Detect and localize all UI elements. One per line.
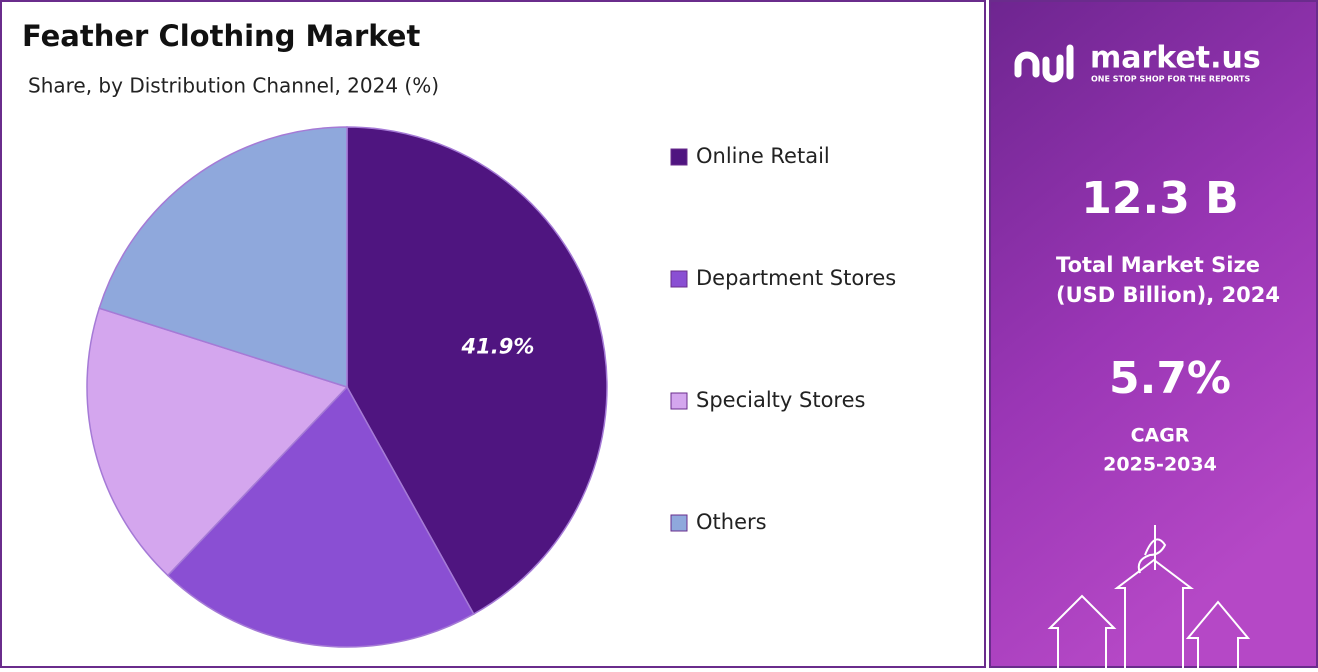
arrow-icon bbox=[1185, 600, 1251, 668]
legend-label: Department Stores bbox=[696, 266, 896, 290]
chart-title: Feather Clothing Market bbox=[22, 19, 420, 53]
market-size: 12.3 B bbox=[1081, 173, 1238, 224]
tagline: ONE STOP SHOP FOR THE REPORTS bbox=[1091, 75, 1250, 84]
cagr-label: 2025-2034 bbox=[1103, 454, 1217, 476]
market-size-label: Total Market Size bbox=[1056, 253, 1260, 277]
legend-swatch bbox=[670, 148, 688, 166]
decor-arrows bbox=[1047, 525, 1251, 668]
data-label: 41.9% bbox=[461, 335, 535, 359]
pie-slice bbox=[166, 385, 475, 648]
arrow-icon bbox=[1047, 594, 1117, 668]
cagr: 5.7% bbox=[1109, 353, 1231, 404]
legend-label: Others bbox=[696, 510, 767, 534]
chart-subtitle: Share, by Distribution Channel, 2024 (%) bbox=[28, 74, 439, 98]
pie-slice bbox=[98, 126, 348, 389]
pie-slice bbox=[346, 126, 608, 616]
legend-label: Online Retail bbox=[696, 144, 830, 168]
legend-swatch bbox=[670, 270, 688, 288]
legend-swatch bbox=[670, 392, 688, 410]
brand: market.us bbox=[1090, 41, 1261, 76]
pie-slice bbox=[86, 307, 349, 577]
arrow-icon bbox=[1114, 558, 1194, 668]
legend-swatch bbox=[670, 514, 688, 532]
market-size-label: (USD Billion), 2024 bbox=[1056, 283, 1280, 307]
logo-mark bbox=[1014, 51, 1040, 78]
info-panel bbox=[989, 0, 1318, 668]
pie: 41.9% bbox=[86, 126, 608, 648]
legend: Online Retail Department Stores Specialty … bbox=[670, 144, 896, 534]
logo bbox=[1014, 44, 1074, 83]
logo-mark bbox=[1042, 54, 1064, 83]
legend-label: Specialty Stores bbox=[696, 388, 865, 412]
cagr-label: CAGR bbox=[1131, 425, 1190, 447]
